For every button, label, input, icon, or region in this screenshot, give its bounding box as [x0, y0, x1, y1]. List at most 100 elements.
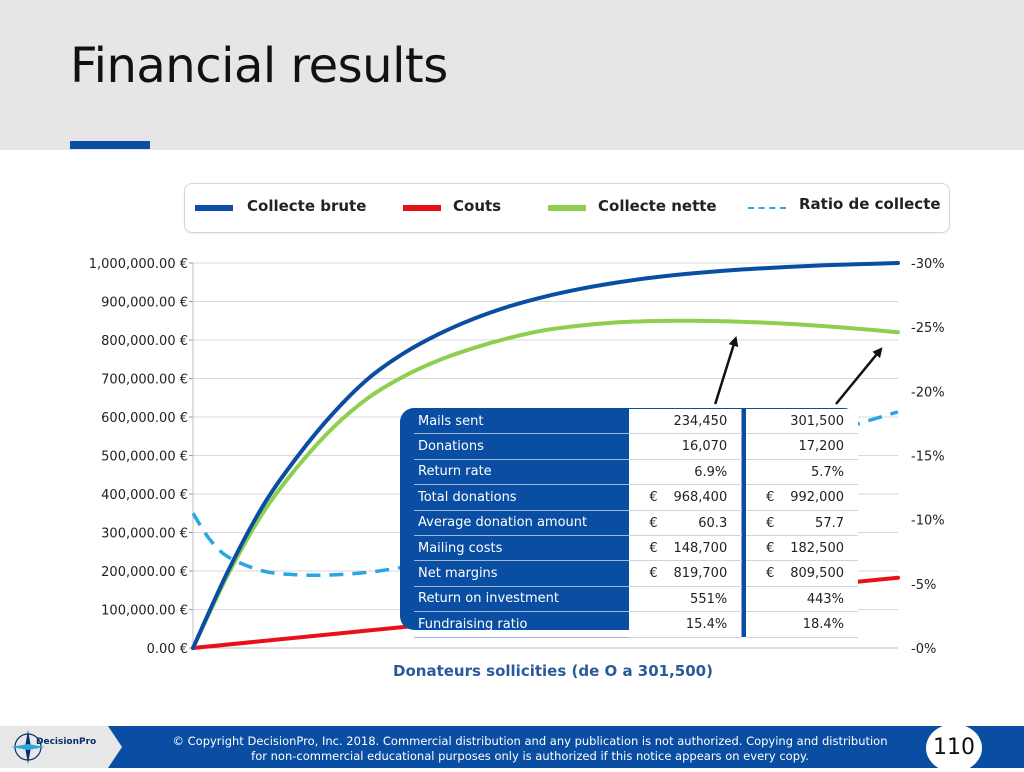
currency-symbol: €	[766, 490, 775, 506]
series-line-collecte-nette	[191, 318, 900, 650]
table-cell-value: 234,450	[629, 409, 742, 435]
y-tick-label: 900,000.00 €	[101, 296, 188, 311]
column-divider	[741, 433, 747, 460]
legend-label-collecte-brute: Collecte brute	[247, 197, 367, 215]
footer: DecisionPro © Copyright DecisionPro, Inc…	[0, 726, 1024, 768]
cell-number: 551%	[690, 591, 728, 607]
row-label: Donations	[414, 433, 630, 460]
legend-label-collecte-nette: Collecte nette	[598, 197, 717, 215]
y-tick-label: 100,000.00 €	[101, 604, 188, 619]
table-row: Average donation amount €60.3 €57.7	[414, 510, 858, 536]
y-tick-label: 500,000.00 €	[101, 450, 188, 465]
table-cell-value: €182,500	[746, 535, 858, 562]
column-divider	[741, 611, 747, 638]
annotation-arrow	[714, 336, 739, 405]
footer-bar	[100, 726, 1024, 768]
cell-number: 17,200	[798, 439, 845, 455]
column-divider	[741, 535, 747, 561]
currency-symbol: €	[649, 540, 658, 556]
legend-swatch-ratio	[748, 207, 786, 209]
currency-symbol: €	[766, 515, 775, 531]
table-cell-value: 5.7%	[746, 459, 858, 486]
results-table-panel: Mails sent 234,450 301,500 Donations 16,070 1…	[400, 408, 858, 638]
table-cell-value: €819,700	[629, 560, 742, 587]
legend-swatch-couts	[403, 205, 441, 211]
column-divider	[741, 409, 747, 434]
results-table: Mails sent 234,450 301,500 Donations 16,070 1…	[414, 409, 858, 638]
table-row: Mailing costs €148,700 €182,500	[414, 535, 858, 562]
y2-tick-label: -20%	[911, 385, 945, 400]
page-title: Financial results	[70, 38, 448, 94]
y2-tick-label: -5%	[911, 578, 936, 593]
cell-number: 992,000	[790, 490, 844, 506]
row-label: Mailing costs	[414, 535, 630, 562]
column-divider	[741, 560, 747, 587]
row-label: Return rate	[414, 459, 630, 486]
column-divider	[741, 586, 747, 612]
table-cell-value: 443%	[746, 586, 858, 613]
currency-symbol: €	[766, 540, 775, 556]
y-tick-label: 400,000.00 €	[101, 488, 188, 503]
y-tick-label: 200,000.00 €	[101, 565, 188, 580]
table-row: Total donations €968,400 €992,000	[414, 484, 858, 511]
title-accent-bar	[70, 141, 150, 149]
chart-legend: Collecte brute Couts Collecte nette Rati…	[184, 183, 950, 233]
cell-number: 234,450	[673, 414, 728, 429]
cell-number: 5.7%	[810, 464, 844, 480]
row-label: Total donations	[414, 484, 630, 511]
copyright-line-2: for non-commercial educational purposes …	[251, 749, 809, 763]
y-tick-label: 1,000,000.00 €	[89, 257, 188, 272]
annotation-arrow	[835, 347, 883, 405]
y2-tick-label: -0%	[911, 642, 936, 657]
logo-compass-icon	[11, 730, 45, 764]
x-axis-label: Donateurs sollicities (de O a 301,500)	[393, 662, 713, 680]
table-cell-value: 15.4%	[629, 611, 742, 638]
y-tick-label: 0.00 €	[147, 642, 188, 657]
y-tick-label: 700,000.00 €	[101, 373, 188, 388]
table-row: Return rate 6.9% 5.7%	[414, 459, 858, 486]
copyright-notice: © Copyright DecisionPro, Inc. 2018. Comm…	[150, 734, 910, 764]
column-divider	[741, 484, 747, 511]
copyright-line-1: © Copyright DecisionPro, Inc. 2018. Comm…	[172, 734, 888, 748]
cell-number: 148,700	[673, 540, 728, 556]
table-cell-value: 301,500	[746, 409, 858, 435]
y2-tick-label: -25%	[911, 321, 945, 336]
table-cell-value: €148,700	[629, 535, 742, 562]
column-divider	[741, 510, 747, 536]
table-cell-value: €809,500	[746, 560, 858, 587]
row-label: Average donation amount	[414, 510, 630, 536]
row-label: Mails sent	[414, 409, 630, 435]
currency-symbol: €	[649, 490, 658, 506]
legend-swatch-collecte-brute	[195, 205, 233, 211]
page-number: 110	[926, 724, 982, 772]
header-band	[0, 0, 1024, 150]
cell-number: 16,070	[681, 439, 728, 455]
series-line-collecte-brute	[191, 261, 900, 650]
y2-tick-label: -10%	[911, 514, 945, 529]
table-row: Net margins €819,700 €809,500	[414, 560, 858, 587]
y-tick-label: 300,000.00 €	[101, 527, 188, 542]
table-row: Fundraising ratio 15.4% 18.4%	[414, 611, 858, 638]
logo-text: DecisionPro	[36, 737, 97, 747]
table-row: Mails sent 234,450 301,500	[414, 409, 858, 435]
table-row: Return on investment 551% 443%	[414, 586, 858, 613]
currency-symbol: €	[766, 566, 775, 582]
cell-number: 18.4%	[802, 617, 844, 633]
cell-number: 6.9%	[694, 464, 728, 480]
legend-swatch-collecte-nette	[548, 205, 586, 211]
table-cell-value: 551%	[629, 586, 742, 613]
table-cell-value: €992,000	[746, 484, 858, 511]
column-divider	[741, 459, 747, 485]
table-cell-value: 6.9%	[629, 459, 742, 486]
cell-number: 57.7	[815, 515, 844, 531]
row-label: Net margins	[414, 560, 630, 587]
legend-label-couts: Couts	[453, 197, 502, 215]
cell-number: 15.4%	[685, 617, 728, 633]
cell-number: 301,500	[790, 414, 844, 429]
y2-tick-label: -30%	[911, 257, 945, 272]
annotations	[714, 336, 883, 405]
cell-number: 968,400	[673, 490, 728, 506]
y2-tick-label: -15%	[911, 450, 945, 465]
cell-number: 809,500	[790, 566, 844, 582]
cell-number: 819,700	[673, 566, 728, 582]
